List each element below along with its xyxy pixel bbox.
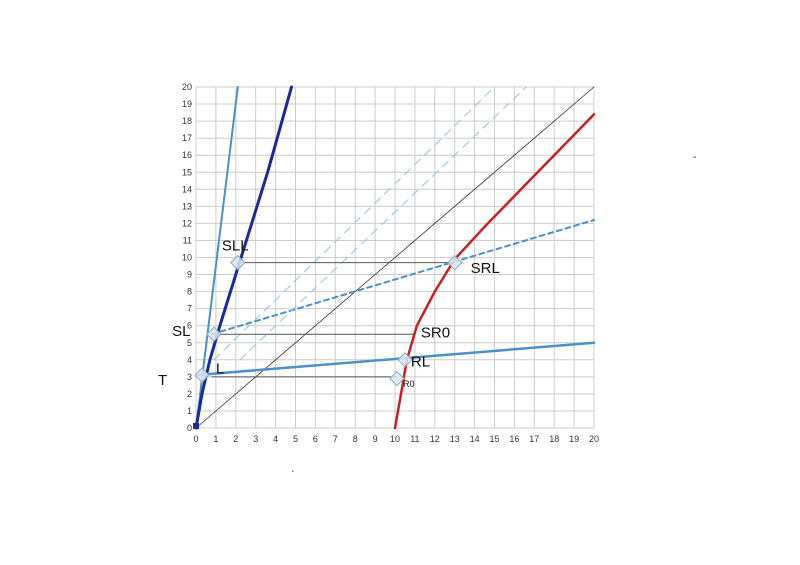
x-tick-label: 19 [569, 434, 579, 444]
x-tick-label: 9 [373, 434, 378, 444]
y-tick-label: 16 [182, 150, 192, 160]
identity-line [195, 86, 595, 429]
label-l: L [216, 360, 224, 377]
y-tick-label: 13 [182, 201, 192, 211]
blue-dashed-line [210, 219, 595, 336]
x-tick-label: 0 [193, 434, 198, 444]
x-tick-label: 18 [549, 434, 559, 444]
label-sl: SL [172, 323, 190, 340]
y-tick-label: 0 [187, 423, 192, 433]
x-tick-label: 13 [450, 434, 460, 444]
y-tick-label: 10 [182, 253, 192, 263]
y-tick-label: 12 [182, 218, 192, 228]
x-tick-label: 4 [273, 434, 278, 444]
y-tick-label: 2 [187, 389, 192, 399]
x-tick-label: 2 [233, 434, 238, 444]
marker-rl [397, 352, 413, 368]
red-curve [393, 113, 596, 430]
origin-marker [193, 423, 199, 429]
light-dashed-line-2 [239, 86, 527, 361]
y-tick-label: 9 [187, 270, 192, 280]
x-tick-label: 3 [253, 434, 258, 444]
y-tick-label: 19 [182, 99, 192, 109]
x-tick-label: 16 [509, 434, 519, 444]
label-sll: SLL [222, 238, 249, 255]
marker-srl [446, 254, 463, 271]
dark-blue-curve [194, 85, 293, 430]
y-tick-label: 1 [187, 406, 192, 416]
y-tick-label: 11 [183, 235, 192, 245]
y-tick-label: 15 [182, 167, 192, 177]
x-tick-label: 1 [213, 434, 218, 444]
x-tick-label: 10 [390, 434, 400, 444]
x-tick-label: 15 [489, 434, 499, 444]
marker-l [194, 367, 210, 383]
y-axis-label: T [158, 372, 167, 389]
marker-sl [206, 326, 222, 342]
stray-comma-mark: ` [291, 469, 294, 481]
y-tick-label: 17 [182, 133, 192, 143]
chart-labels: SLL SRL SL SR0 RL L R0 [172, 238, 500, 389]
x-tick-label: 12 [430, 434, 440, 444]
stray-tick-mark: - [693, 152, 696, 163]
label-srl: SRL [471, 260, 500, 277]
y-tick-label: 6 [187, 321, 192, 331]
x-tick-label: 14 [470, 434, 480, 444]
chart-markers [194, 254, 463, 387]
x-tick-label: 17 [529, 434, 539, 444]
x-tick-label: 8 [353, 434, 358, 444]
x-tick-label: 11 [410, 434, 419, 444]
x-tick-label: 5 [293, 434, 298, 444]
y-tick-label: 14 [182, 184, 192, 194]
y-tick-label: 8 [187, 287, 192, 297]
marker-r0 [389, 370, 405, 387]
y-tick-label: 5 [187, 338, 192, 348]
y-tick-label: 3 [187, 372, 192, 382]
y-tick-label: 18 [182, 116, 192, 126]
x-tick-label: 6 [313, 434, 318, 444]
label-sr0: SR0 [421, 325, 450, 342]
label-r0: R0 [403, 379, 415, 389]
y-tick-label: 20 [182, 82, 192, 92]
x-tick-label: 7 [333, 434, 338, 444]
marker-sll [230, 254, 246, 271]
light-dashed-line-1 [213, 86, 495, 361]
y-tick-label: 7 [187, 304, 192, 314]
label-rl: RL [411, 354, 430, 371]
y-tick-label: 4 [187, 355, 192, 365]
x-tick-label: 20 [589, 434, 599, 444]
lower-blue-line [194, 341, 596, 377]
